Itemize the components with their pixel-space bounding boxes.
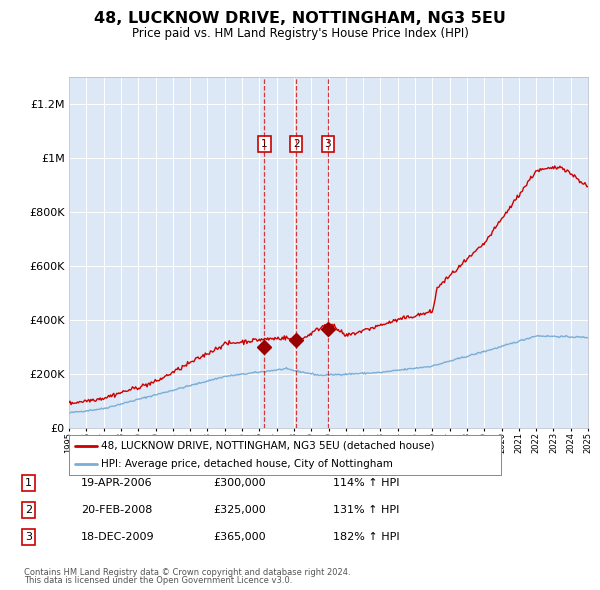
Text: 3: 3 [25, 532, 32, 542]
Text: £365,000: £365,000 [213, 532, 266, 542]
Text: 1: 1 [25, 478, 32, 487]
Text: 131% ↑ HPI: 131% ↑ HPI [333, 505, 400, 514]
Text: £300,000: £300,000 [213, 478, 266, 487]
Text: 48, LUCKNOW DRIVE, NOTTINGHAM, NG3 5EU (detached house): 48, LUCKNOW DRIVE, NOTTINGHAM, NG3 5EU (… [101, 441, 435, 451]
Text: 182% ↑ HPI: 182% ↑ HPI [333, 532, 400, 542]
Text: Price paid vs. HM Land Registry's House Price Index (HPI): Price paid vs. HM Land Registry's House … [131, 27, 469, 40]
Text: 19-APR-2006: 19-APR-2006 [81, 478, 152, 487]
Text: 2: 2 [293, 139, 299, 149]
Text: 20-FEB-2008: 20-FEB-2008 [81, 505, 152, 514]
Text: 2: 2 [25, 505, 32, 514]
Text: 48, LUCKNOW DRIVE, NOTTINGHAM, NG3 5EU: 48, LUCKNOW DRIVE, NOTTINGHAM, NG3 5EU [94, 11, 506, 25]
Text: £325,000: £325,000 [213, 505, 266, 514]
Text: 114% ↑ HPI: 114% ↑ HPI [333, 478, 400, 487]
Text: 3: 3 [325, 139, 331, 149]
Text: 1: 1 [261, 139, 268, 149]
Text: Contains HM Land Registry data © Crown copyright and database right 2024.: Contains HM Land Registry data © Crown c… [24, 568, 350, 577]
Text: This data is licensed under the Open Government Licence v3.0.: This data is licensed under the Open Gov… [24, 576, 292, 585]
Text: 18-DEC-2009: 18-DEC-2009 [81, 532, 155, 542]
Text: HPI: Average price, detached house, City of Nottingham: HPI: Average price, detached house, City… [101, 459, 393, 469]
